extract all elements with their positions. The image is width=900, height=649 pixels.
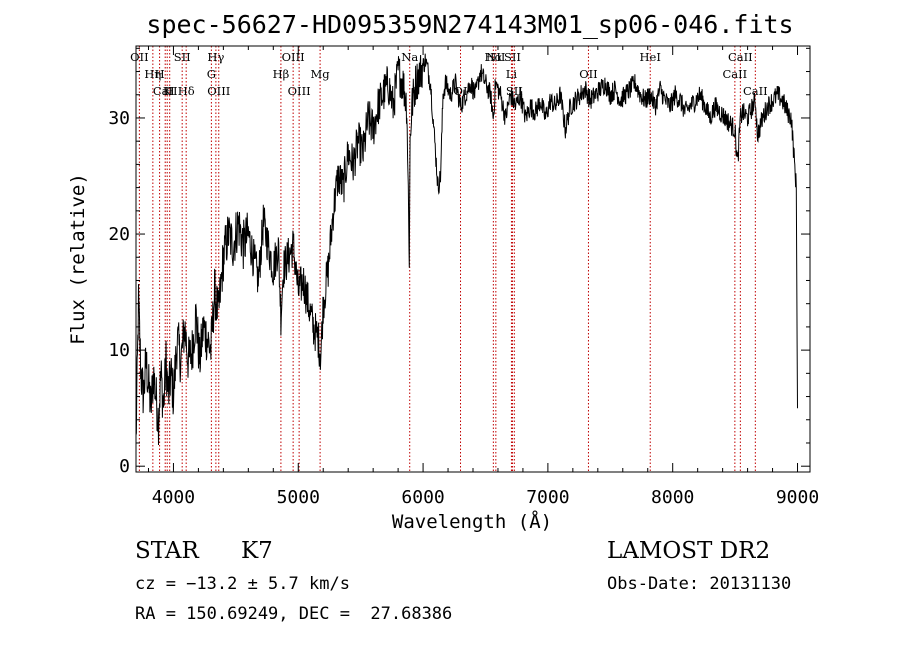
y-tick-label: 10 <box>108 340 130 361</box>
spectral-line-label: K <box>163 84 172 98</box>
redshift-velocity: cz = −13.2 ± 5.7 km/s <box>135 574 350 594</box>
object-class: STAR <box>135 538 199 564</box>
spectral-line-label: H <box>165 84 175 98</box>
x-tick-label: 5000 <box>277 487 320 508</box>
spectral-line-label: OII <box>579 67 598 81</box>
observation-date: Obs-Date: 20131130 <box>607 574 792 594</box>
x-axis-label: Wavelength (Å) <box>392 510 552 533</box>
spectral-line-markers <box>138 46 756 472</box>
spectral-line-label: Mg <box>311 67 331 81</box>
x-tick-label: 4000 <box>152 487 195 508</box>
y-axis-ticks: 0 10 20 30 <box>108 47 810 477</box>
spectral-line-label: Hη <box>144 67 161 81</box>
coordinates: RA = 150.69249, DEC = 27.68386 <box>135 604 453 624</box>
spectral-line-label: CaII <box>743 84 768 98</box>
spectral-line-label: OIII <box>207 84 230 98</box>
object-subclass: K7 <box>241 538 273 564</box>
survey-name: LAMOST DR2 <box>607 538 771 564</box>
spectrum-series-line <box>135 53 798 446</box>
x-tick-label: 8000 <box>651 487 694 508</box>
spectral-line-label: SII <box>504 50 521 64</box>
spectral-line-label: HeI <box>640 50 661 64</box>
spectral-line-label: Hα <box>484 50 502 64</box>
spectral-line-label: CaII <box>728 50 753 64</box>
y-tick-label: 30 <box>108 108 130 129</box>
spectral-line-label: H <box>155 67 165 81</box>
chart-title: spec-56627-HD095359N274143M01_sp06-046.f… <box>146 10 793 39</box>
spectral-line-label: OI <box>454 84 468 98</box>
y-tick-label: 20 <box>108 224 130 245</box>
y-axis-label: Flux (relative) <box>67 173 89 345</box>
plot-frame <box>135 45 811 473</box>
x-tick-label: 7000 <box>526 487 569 508</box>
spectral-line-label: NII <box>486 50 505 64</box>
x-axis-ticks: 4000 5000 6000 7000 8000 9000 <box>147 46 819 508</box>
spectral-line-label: SII <box>174 50 191 64</box>
spectral-line-label: OIII <box>282 50 305 64</box>
spectral-line-label: G <box>207 67 216 81</box>
spectral-line-label: Hγ <box>207 50 224 64</box>
spectral-line-label: Li <box>506 67 518 81</box>
spectral-line-label: OIII <box>288 84 311 98</box>
spectral-line-label: Hδ <box>178 84 195 98</box>
spectral-line-label: CaII <box>153 84 178 98</box>
spectral-line-label: Hβ <box>273 67 290 81</box>
spectral-line-label: OII <box>130 50 149 64</box>
spectral-line-label: CaII <box>722 67 747 81</box>
x-tick-label: 9000 <box>776 487 819 508</box>
y-tick-label: 0 <box>119 456 130 477</box>
spectral-line-label: Na <box>401 50 418 64</box>
x-tick-label: 6000 <box>401 487 444 508</box>
